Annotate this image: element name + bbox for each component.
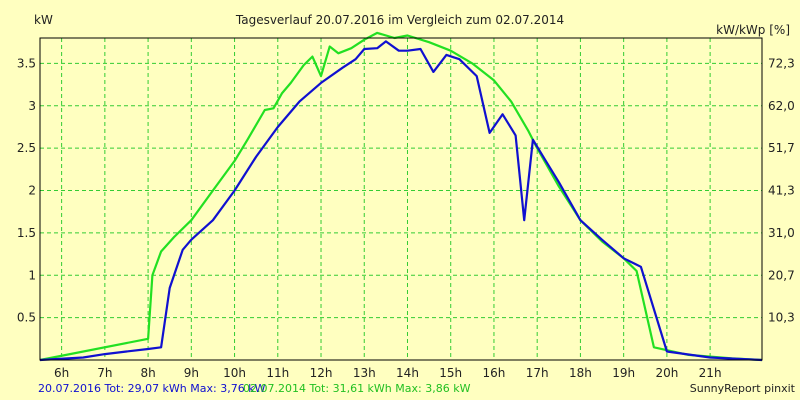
x-tick-label: 16h bbox=[483, 366, 506, 380]
y-right-tick-label: 10,3 bbox=[768, 311, 795, 325]
y-tick-label: 0.5 bbox=[17, 311, 36, 325]
x-tick-label: 12h bbox=[310, 366, 333, 380]
x-tick-label: 7h bbox=[97, 366, 112, 380]
y-tick-label: 2.5 bbox=[17, 141, 36, 155]
axis-ticks: 6h 7h 8h 9h 10h 11h 12h 13h 14h 15h 16h 17h 18h 19h 20… bbox=[17, 56, 795, 380]
series-layer bbox=[39, 31, 763, 362]
plot-frame bbox=[39, 37, 763, 361]
x-tick-label: 14h bbox=[396, 366, 419, 380]
y-axis-right-label: kW/kWp [%] bbox=[716, 23, 790, 37]
y-right-tick-label: 51,7 bbox=[768, 141, 795, 155]
x-tick-label: 10h bbox=[223, 366, 246, 380]
y-tick-label: 1.5 bbox=[17, 226, 36, 240]
legend-2014: 02.07.2014 Tot: 31,61 kWh Max: 3,86 kW bbox=[243, 382, 471, 395]
grid bbox=[40, 38, 762, 360]
y-tick-label: 3.5 bbox=[17, 56, 36, 70]
y-right-tick-label: 31,0 bbox=[768, 226, 795, 240]
x-tick-label: 9h bbox=[184, 366, 199, 380]
y-right-tick-label: 41,3 bbox=[768, 184, 795, 198]
x-tick-label: 19h bbox=[612, 366, 635, 380]
y-right-tick-label: 62,0 bbox=[768, 99, 795, 113]
x-tick-label: 11h bbox=[266, 366, 289, 380]
y-tick-label: 2 bbox=[28, 184, 36, 198]
x-tick-label: 20h bbox=[655, 366, 678, 380]
x-tick-label: 17h bbox=[526, 366, 549, 380]
chart-title: Tagesverlauf 20.07.2016 im Vergleich zum… bbox=[235, 13, 564, 27]
x-tick-label: 13h bbox=[353, 366, 376, 380]
footer-credit: SunnyReport pinxit bbox=[690, 382, 796, 395]
y-tick-label: 3 bbox=[28, 99, 36, 113]
x-tick-label: 18h bbox=[569, 366, 592, 380]
x-tick-label: 15h bbox=[439, 366, 462, 380]
y-tick-label: 1 bbox=[28, 268, 36, 282]
series-line-20.07.2016 bbox=[39, 40, 763, 362]
y-right-tick-label: 20,7 bbox=[768, 268, 795, 282]
y-axis-left-label: kW bbox=[34, 13, 53, 27]
x-tick-label: 6h bbox=[54, 366, 69, 380]
x-tick-label: 8h bbox=[140, 366, 155, 380]
legend-2016: 20.07.2016 Tot: 29,07 kWh Max: 3,76 kW bbox=[38, 382, 266, 395]
x-tick-label: 21h bbox=[699, 366, 722, 380]
y-right-tick-label: 72,3 bbox=[768, 56, 795, 70]
